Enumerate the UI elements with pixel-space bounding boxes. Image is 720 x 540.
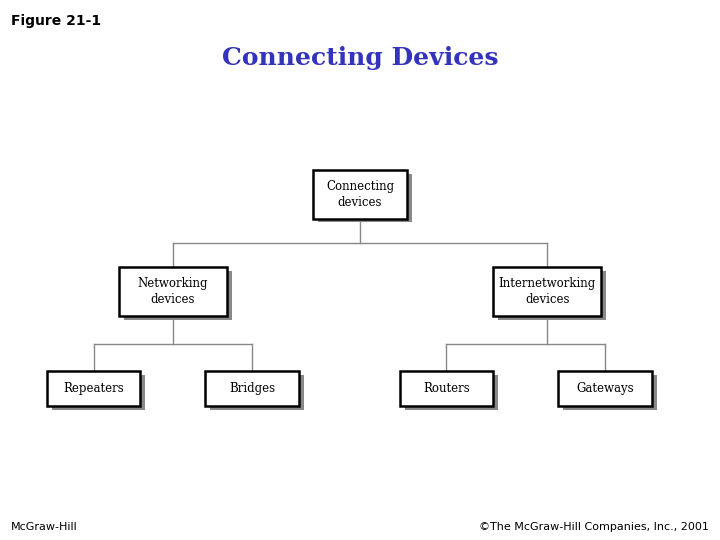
Bar [493,267,601,316]
Text: Bridges: Bridges [229,382,275,395]
Bar [52,375,145,410]
Text: Connecting
devices: Connecting devices [326,180,394,209]
Bar [313,170,407,219]
Bar [558,372,652,406]
Text: McGraw-Hill: McGraw-Hill [11,522,78,532]
Text: Networking
devices: Networking devices [138,277,208,306]
Bar [124,271,232,320]
Bar [119,267,227,316]
Bar [400,372,493,406]
Text: Figure 21-1: Figure 21-1 [11,14,101,28]
Bar [210,375,304,410]
Bar [498,271,606,320]
Bar [563,375,657,410]
Text: Connecting Devices: Connecting Devices [222,46,498,70]
Bar [205,372,299,406]
Bar [47,372,140,406]
Text: ©The McGraw-Hill Companies, Inc., 2001: ©The McGraw-Hill Companies, Inc., 2001 [480,522,709,532]
Text: Repeaters: Repeaters [63,382,124,395]
Bar [405,375,498,410]
Text: Routers: Routers [423,382,469,395]
Text: Internetworking
devices: Internetworking devices [498,277,596,306]
Text: Gateways: Gateways [576,382,634,395]
Bar [318,174,412,222]
